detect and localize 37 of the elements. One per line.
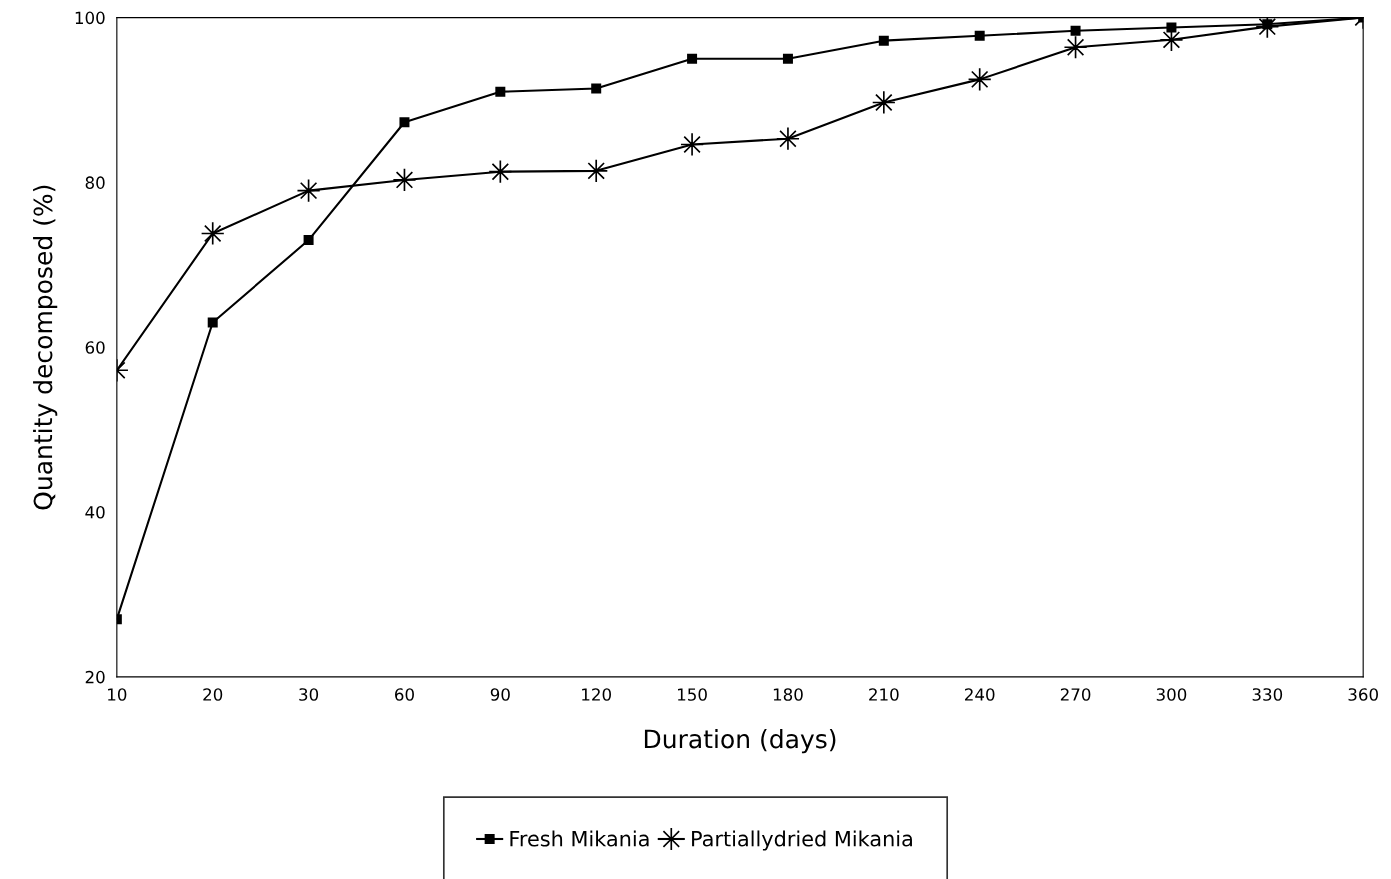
x-tick-label: 30 (299, 688, 319, 701)
y-axis-title: Quantity decomposed (%) (33, 185, 58, 510)
y-tick-label: 20 (85, 670, 105, 684)
y-tick-label: 100 (75, 11, 105, 25)
point (687, 53, 698, 64)
point (878, 35, 889, 46)
legend-label: Fresh Mikania (510, 830, 649, 847)
point (488, 159, 513, 184)
point (495, 86, 506, 97)
x-tick-label: 120 (582, 688, 611, 701)
x-tick-label: 90 (490, 688, 510, 701)
point (399, 117, 410, 128)
x-tick-label: 20 (203, 688, 223, 701)
y-tick-label: 80 (85, 176, 105, 189)
point (782, 53, 793, 64)
point (591, 83, 602, 94)
point (584, 158, 609, 183)
x-tick-label: 180 (773, 688, 803, 701)
point (303, 235, 314, 246)
x-tick-label: 210 (869, 688, 899, 701)
y-tick-label: 60 (85, 341, 105, 354)
x-tick-label: 240 (965, 688, 995, 701)
x-tick-label: 330 (1252, 688, 1283, 701)
point (974, 30, 985, 41)
legend-label: Partiallydried Mikania (692, 830, 912, 851)
point (1070, 25, 1081, 36)
point (207, 317, 218, 328)
x-tick-label: 150 (678, 688, 707, 701)
x-tick-label: 10 (108, 688, 127, 701)
point (1166, 22, 1177, 33)
point (776, 126, 800, 151)
x-axis-title: Duration (days) (644, 729, 836, 754)
x-tick-label: 300 (1156, 688, 1187, 701)
x-tick-label: 60 (395, 688, 414, 701)
x-tick-label: 360 (1348, 688, 1378, 701)
x-tick-label: 270 (1060, 688, 1091, 701)
y-tick-label: 40 (85, 505, 105, 519)
